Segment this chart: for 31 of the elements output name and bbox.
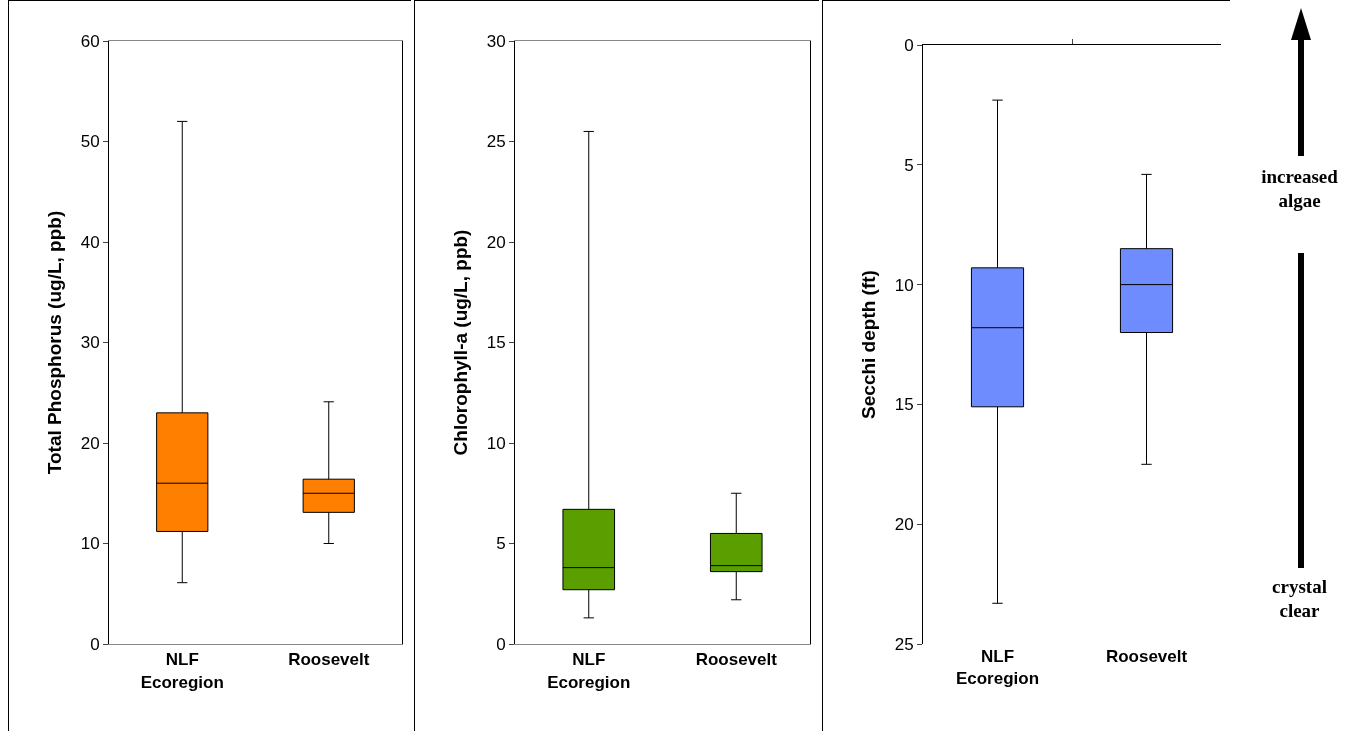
y-axis-title: Total Phosphorus (ug/L, ppb) [44, 210, 65, 475]
y-tick-label: 20 [894, 515, 914, 535]
y-tick-label: 10 [486, 433, 506, 453]
y-tick-label: 30 [486, 31, 506, 51]
y-tick-label: 40 [80, 232, 100, 252]
x-tick-label: NLF Ecoregion [140, 650, 224, 692]
y-axis-title: Secchi depth (ft) [858, 270, 879, 419]
y-tick-label: 15 [486, 333, 506, 353]
y-tick-label: 10 [80, 534, 100, 554]
y-tick-label: 10 [894, 275, 914, 295]
y-tick-label: 30 [80, 333, 100, 353]
x-tick-label: Roosevelt [695, 650, 778, 670]
text: crystal clear [1271, 575, 1328, 623]
x-tick-label: Roosevelt [288, 650, 370, 670]
y-tick-label: 25 [894, 634, 914, 654]
x-tick-label: Roosevelt [1105, 647, 1188, 666]
y-tick-label: 25 [486, 132, 506, 152]
y-tick-label: 5 [904, 155, 914, 175]
y-tick-label: 5 [496, 534, 506, 554]
y-tick-label: 20 [80, 433, 100, 453]
x-tick-label: NLF Ecoregion [547, 650, 631, 692]
x-tick-label: NLF Ecoregion [955, 647, 1040, 689]
y-tick-label: 0 [496, 634, 506, 654]
y-tick-label: 60 [80, 31, 100, 51]
y-axis-title: Chlorophyll-a (ug/L, ppb) [450, 229, 471, 456]
y-tick-label: 20 [486, 232, 506, 252]
y-tick-label: 0 [90, 634, 100, 654]
y-tick-label: 50 [80, 132, 100, 152]
y-tick-label: 0 [904, 35, 914, 55]
y-tick-label: 15 [894, 395, 914, 415]
text: increased algae [1260, 165, 1339, 213]
